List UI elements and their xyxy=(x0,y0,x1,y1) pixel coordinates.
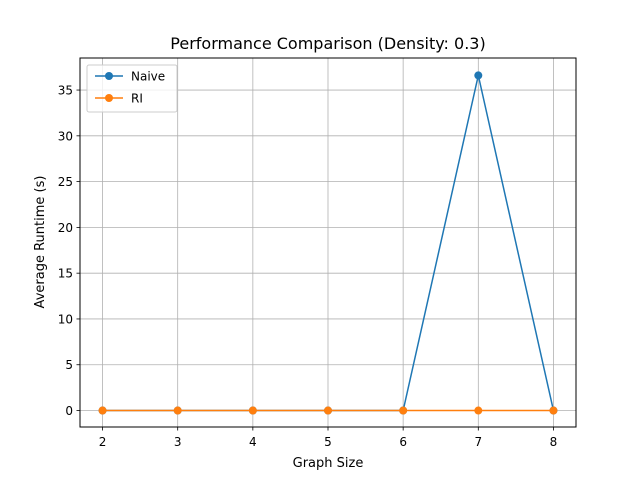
legend-item-ri: RI xyxy=(95,92,143,106)
data-point-naive xyxy=(474,71,483,80)
data-point-ri xyxy=(173,406,182,415)
legend-item-naive: Naive xyxy=(95,70,165,84)
y-axis-ticks: 0 5 10 15 20 25 30 35 xyxy=(58,84,80,418)
x-tick-label: 5 xyxy=(324,435,332,449)
data-point-ri xyxy=(98,406,107,415)
y-tick-label: 5 xyxy=(65,358,73,372)
y-tick-label: 0 xyxy=(65,404,73,418)
y-axis-label: Average Runtime (s) xyxy=(33,176,48,309)
legend-marker xyxy=(105,72,113,80)
legend-label: RI xyxy=(131,92,143,106)
series-ri xyxy=(98,406,558,415)
x-tick-label: 3 xyxy=(174,435,182,449)
legend-label: Naive xyxy=(131,70,165,84)
y-tick-label: 35 xyxy=(58,84,73,98)
chart-title: Performance Comparison (Density: 0.3) xyxy=(170,34,485,53)
data-point-ri xyxy=(248,406,257,415)
x-tick-label: 2 xyxy=(99,435,107,449)
series-layer xyxy=(98,71,558,415)
x-axis-label: Graph Size xyxy=(293,456,364,471)
legend-marker xyxy=(105,94,113,102)
data-point-ri xyxy=(549,406,558,415)
y-tick-label: 30 xyxy=(58,129,73,143)
data-point-ri xyxy=(474,406,483,415)
data-point-ri xyxy=(324,406,332,415)
x-tick-label: 8 xyxy=(550,435,558,449)
legend: Naive RI xyxy=(86,64,178,113)
x-tick-label: 6 xyxy=(399,435,407,449)
x-tick-label: 7 xyxy=(474,435,482,449)
data-point-ri xyxy=(399,406,408,415)
y-tick-label: 20 xyxy=(58,221,73,235)
x-tick-label: 4 xyxy=(249,435,257,449)
y-tick-label: 15 xyxy=(58,267,73,281)
x-axis-ticks: 2 3 4 5 6 7 8 xyxy=(99,427,558,449)
y-tick-label: 10 xyxy=(58,312,73,326)
y-tick-label: 25 xyxy=(58,175,73,189)
